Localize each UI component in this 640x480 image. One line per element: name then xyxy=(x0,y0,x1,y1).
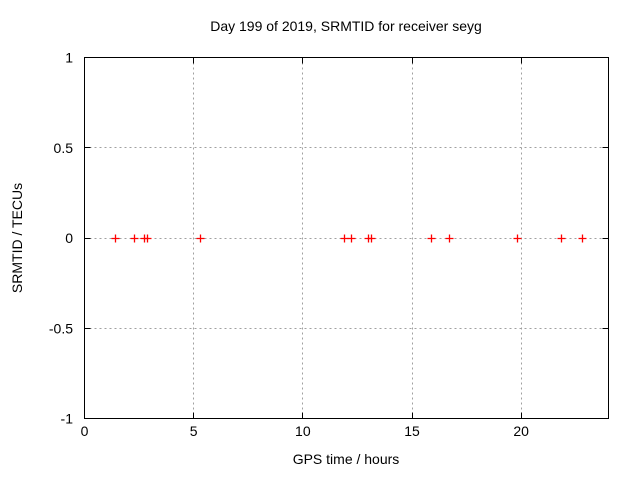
data-point-marker xyxy=(340,234,349,243)
chart-title: Day 199 of 2019, SRMTID for receiver sey… xyxy=(210,18,482,34)
data-point-marker xyxy=(347,234,356,243)
data-point-marker xyxy=(578,234,587,243)
x-tick-label: 15 xyxy=(404,423,420,439)
x-tick-label: 5 xyxy=(190,423,198,439)
data-point-marker xyxy=(143,234,152,243)
data-point-marker xyxy=(111,234,120,243)
y-axis-label: SRMTID / TECUs xyxy=(9,183,25,293)
data-point-marker xyxy=(130,234,139,243)
x-axis-label: GPS time / hours xyxy=(293,451,400,467)
x-tick-label: 20 xyxy=(513,423,529,439)
x-tick-label: 0 xyxy=(81,423,89,439)
y-tick-label: -0.5 xyxy=(49,320,73,336)
data-point-marker xyxy=(427,234,436,243)
data-point-marker xyxy=(557,234,566,243)
y-tick-label: 0 xyxy=(65,230,73,246)
y-tick-label: 1 xyxy=(65,50,73,66)
axis-layer: 0 5 10 15 20 1 0.5 0 -0.5 -1 xyxy=(49,50,609,439)
x-tick-label: 10 xyxy=(295,423,311,439)
data-point-marker xyxy=(196,234,205,243)
y-tick-label: -1 xyxy=(61,411,74,427)
data-point-marker xyxy=(445,234,454,243)
series-points-layer xyxy=(111,234,587,243)
data-point-marker xyxy=(367,234,376,243)
data-point-marker xyxy=(513,234,522,243)
y-tick-label: 0.5 xyxy=(54,140,74,156)
